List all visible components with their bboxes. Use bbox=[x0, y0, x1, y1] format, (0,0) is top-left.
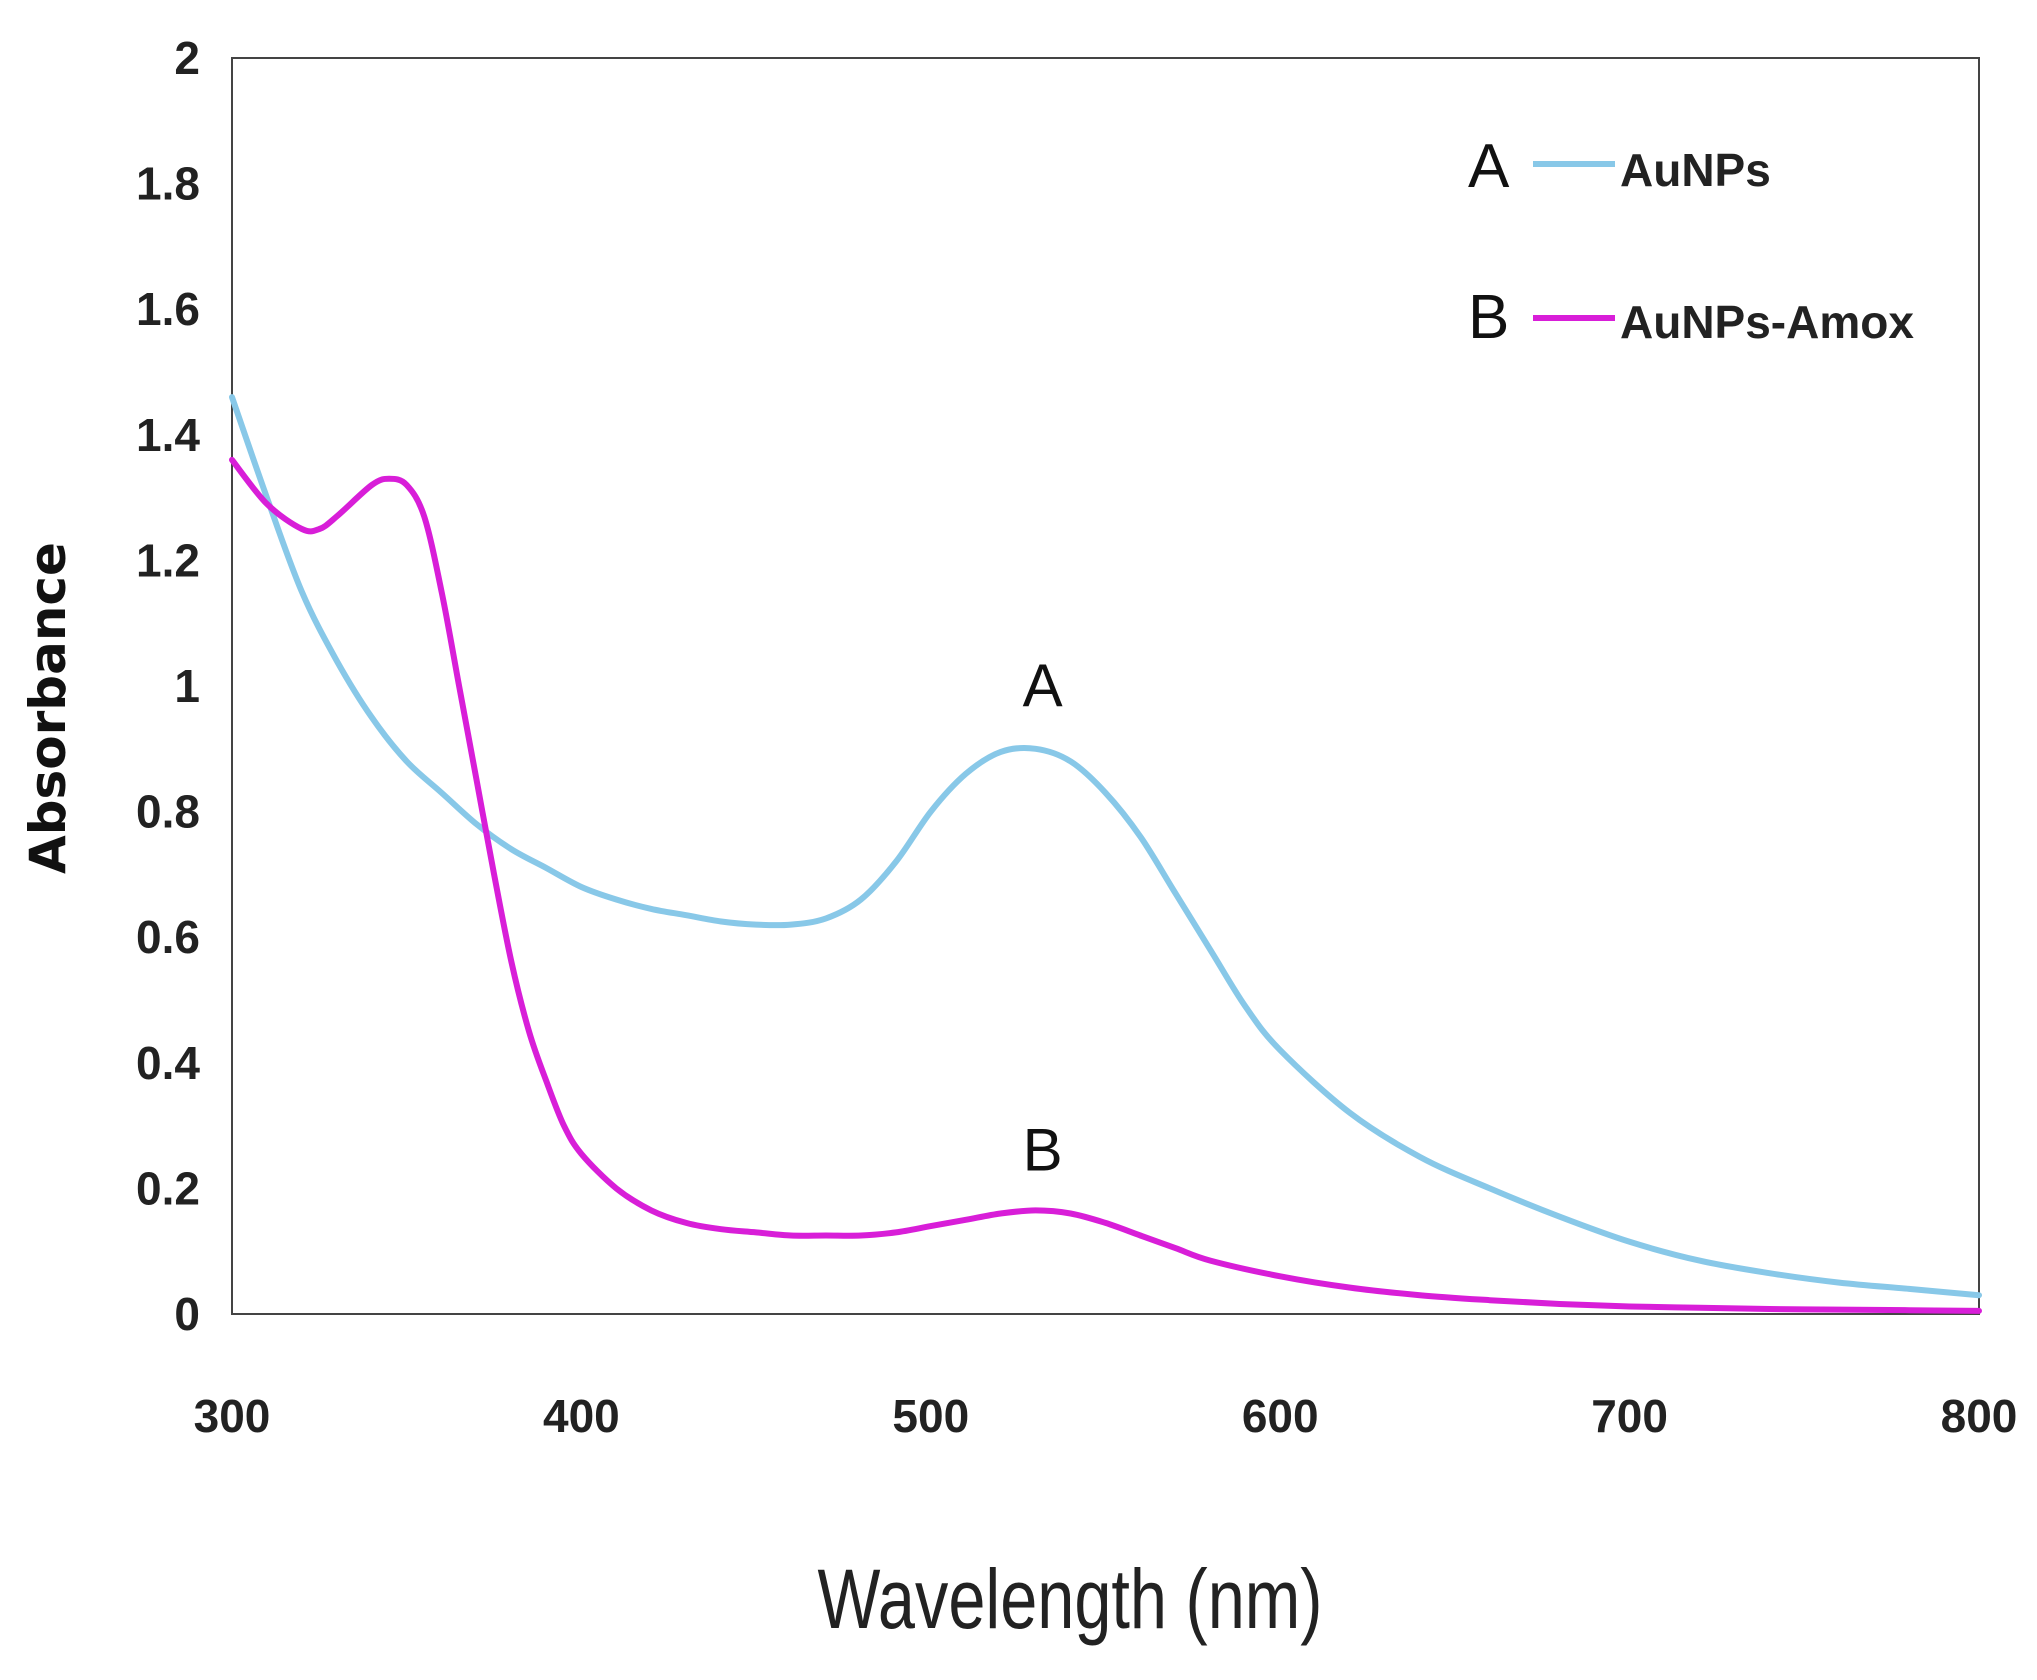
y-tick-label: 0.4 bbox=[136, 1037, 200, 1089]
x-tick-label: 600 bbox=[1242, 1390, 1319, 1442]
x-tick-label: 800 bbox=[1941, 1390, 2018, 1442]
y-axis-title: Absorbance bbox=[19, 542, 77, 874]
x-tick-label: 700 bbox=[1591, 1390, 1668, 1442]
y-tick-label: 0.2 bbox=[136, 1162, 200, 1214]
legend: A AuNPs B AuNPs-Amox bbox=[1468, 132, 1914, 352]
y-tick-label: 0.8 bbox=[136, 786, 200, 838]
y-tick-label: 1 bbox=[174, 660, 200, 712]
y-tick-label: 0.6 bbox=[136, 911, 200, 963]
plot-frame bbox=[231, 57, 1980, 1315]
legend-letter-a: A bbox=[1468, 132, 1510, 201]
curve-label-a: A bbox=[1023, 652, 1063, 719]
curve-label-b: B bbox=[1023, 1117, 1063, 1184]
curve-annotations: AB bbox=[1023, 652, 1063, 1184]
legend-letter-b: B bbox=[1468, 283, 1509, 352]
legend-label-aunps-amox: AuNPs-Amox bbox=[1620, 296, 1914, 348]
y-tick-label: 2 bbox=[174, 32, 200, 84]
series-layer bbox=[229, 394, 1982, 1314]
x-tick-label: 400 bbox=[543, 1390, 620, 1442]
y-tick-label: 1.6 bbox=[136, 283, 200, 335]
y-tick-label: 1.2 bbox=[136, 534, 200, 586]
y-tick-label: 1.8 bbox=[136, 158, 200, 210]
x-axis-tick-labels: 300 400 500 600 700 800 bbox=[194, 1390, 2018, 1442]
x-tick-label: 300 bbox=[194, 1390, 271, 1442]
y-axis-tick-labels: 0 0.2 0.4 0.6 0.8 1 1.2 1.4 1.6 1.8 2 bbox=[136, 32, 200, 1340]
x-tick-label: 500 bbox=[892, 1390, 969, 1442]
y-tick-label: 1.4 bbox=[136, 409, 200, 461]
legend-label-aunps: AuNPs bbox=[1620, 144, 1771, 196]
x-axis-title: Wavelength (nm) bbox=[818, 1552, 1323, 1646]
series-line-aunps-amox bbox=[229, 456, 1982, 1314]
y-tick-label: 0 bbox=[174, 1288, 200, 1340]
series-line-aunps bbox=[229, 394, 1982, 1299]
legend-entry-b: B AuNPs-Amox bbox=[1468, 283, 1914, 352]
legend-entry-a: A AuNPs bbox=[1468, 132, 1771, 201]
